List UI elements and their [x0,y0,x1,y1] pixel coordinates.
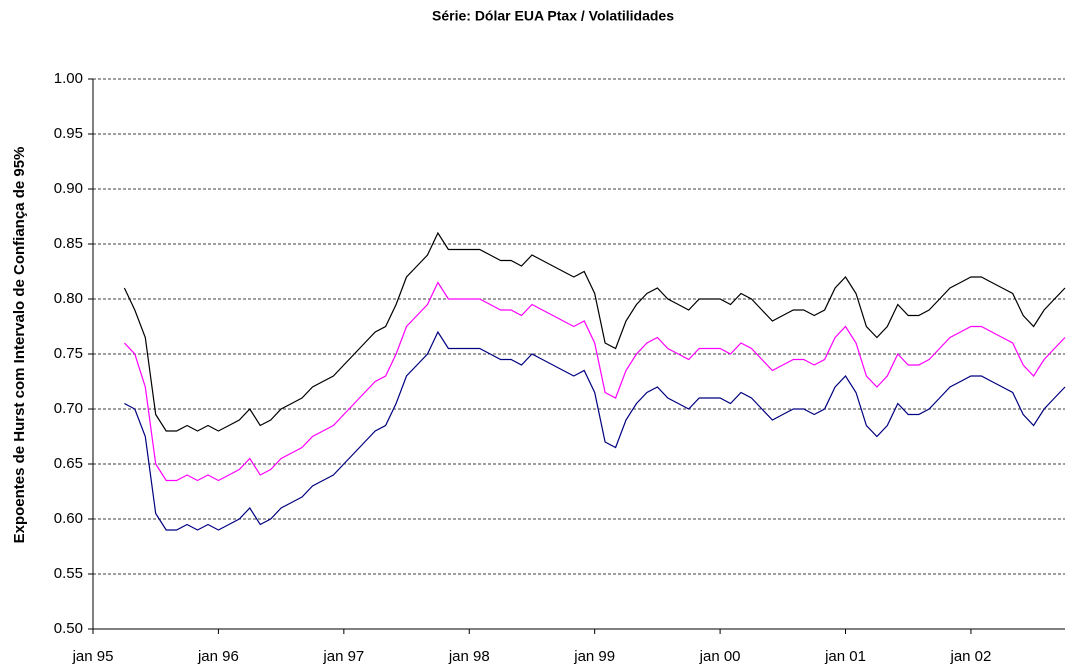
x-tick-label: jan 02 [949,648,991,665]
y-axis-label: Expoentes de Hurst com Intervalo de Conf… [11,147,28,544]
series-line [123,281,1066,482]
y-tick-label: 0.85 [54,235,83,252]
y-tick-label: 0.95 [54,125,83,142]
y-tick-label: 1.00 [54,70,83,87]
y-tick-label: 0.60 [54,510,83,527]
x-tick-label: jan 01 [824,648,866,665]
y-tick-label: 0.65 [54,455,83,472]
x-tick-label: jan 99 [573,648,615,665]
series-line [124,330,1066,531]
x-tick-label: jan 95 [72,648,114,665]
y-tick-label: 0.75 [54,345,83,362]
y-tick-label: 0.90 [54,180,83,197]
x-tick-label: jan 97 [322,648,364,665]
x-tick-label: jan 98 [448,648,490,665]
y-tick-label: 0.70 [54,400,83,417]
series-line [123,231,1066,432]
y-tick-label: 0.80 [54,290,83,307]
x-tick-label: jan 96 [197,648,239,665]
y-tick-label: 0.55 [54,565,83,582]
x-tick-label: jan 00 [699,648,741,665]
chart-title: Série: Dólar EUA Ptax / Volatilidades [432,8,674,24]
y-tick-label: 0.50 [54,620,83,637]
